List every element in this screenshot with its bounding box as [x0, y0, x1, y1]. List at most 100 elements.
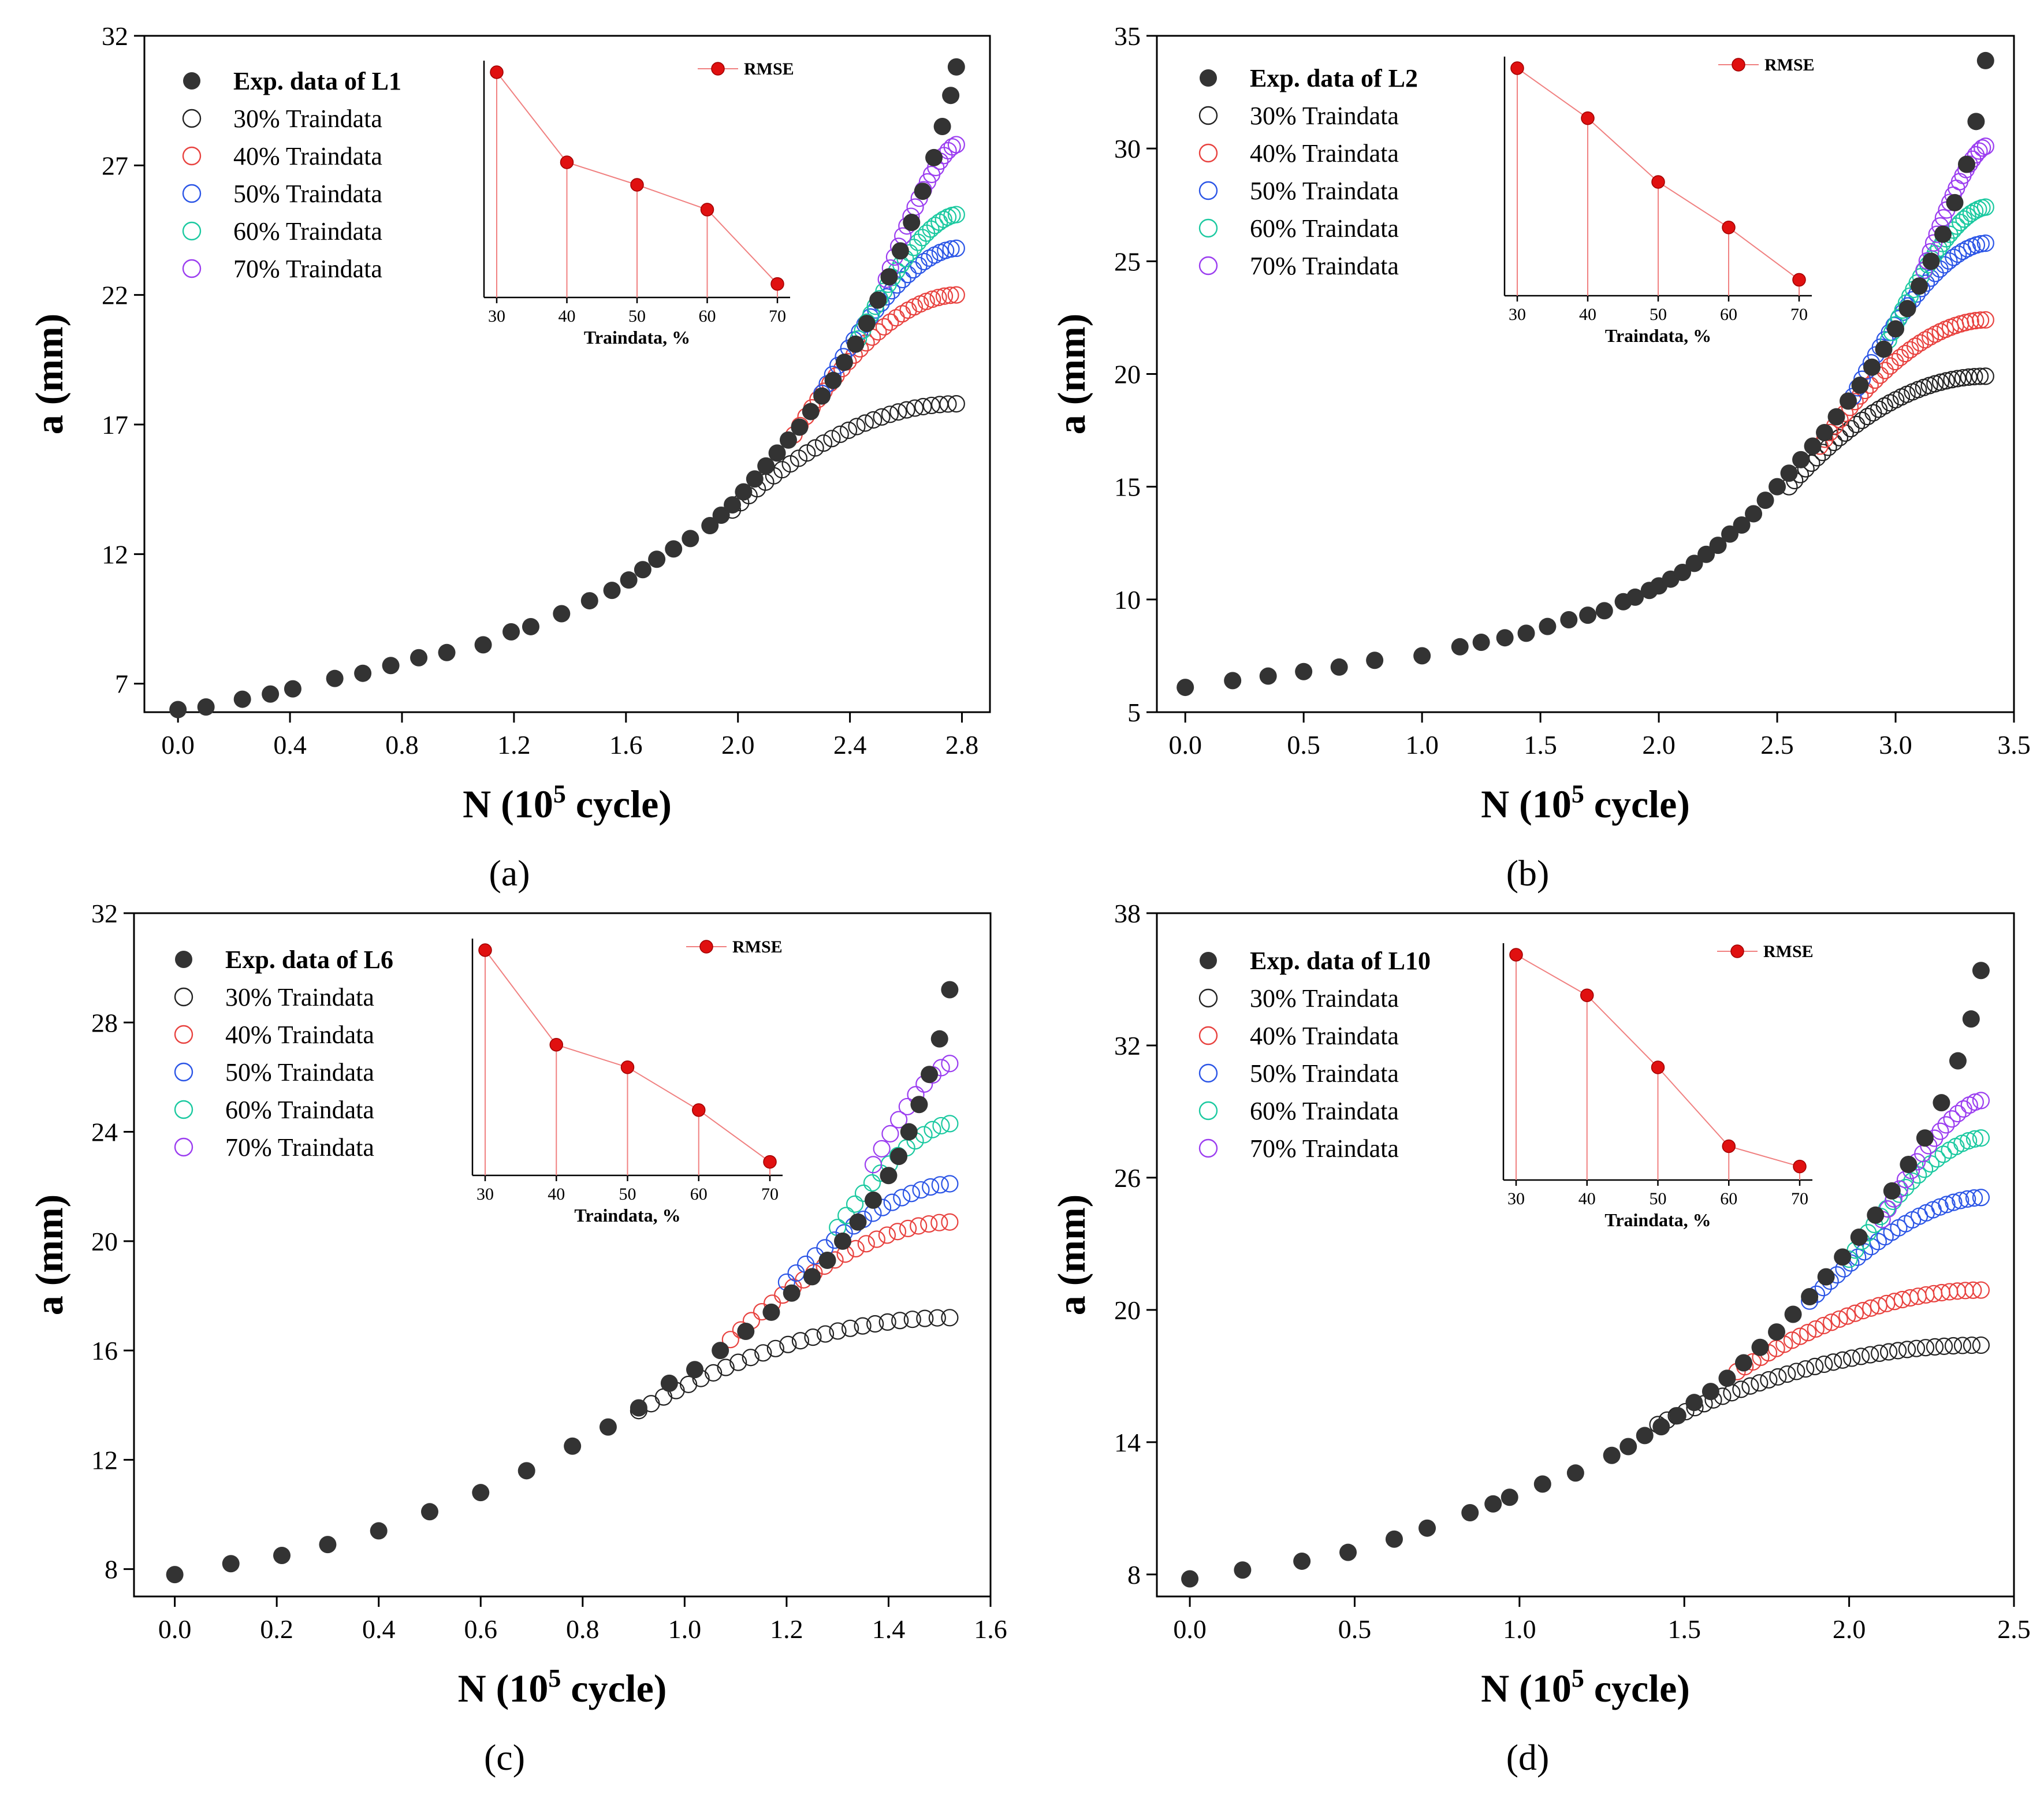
exp-point [930, 1030, 948, 1048]
exp-point [1669, 1407, 1686, 1425]
legend-marker [1198, 181, 1218, 200]
inset-rmse-point [1651, 1060, 1665, 1074]
exp-point [1685, 554, 1703, 572]
prediction-point [914, 397, 932, 416]
prediction-point [1822, 1313, 1841, 1331]
x-tick-label: 2.0 [721, 730, 755, 760]
inset-rmse-point [1722, 1139, 1736, 1153]
exp-point [169, 701, 187, 719]
prediction-point [841, 1319, 859, 1337]
exp-point [370, 1522, 388, 1540]
y-tick-label: 28 [91, 1008, 118, 1037]
prediction-point [1842, 420, 1860, 438]
rmse-legend-marker [711, 62, 725, 76]
x-tick-label: 0.8 [566, 1614, 600, 1644]
prediction-point [1864, 404, 1882, 422]
x-tick-label: 2.8 [945, 730, 979, 760]
prediction-point [1881, 357, 1899, 375]
plot-frame [1156, 912, 2015, 1598]
prediction-point [868, 1230, 885, 1248]
rmse-inset: 30 40 50 60 70 Traindata, % RMSE [483, 59, 794, 348]
prediction-point [1889, 1342, 1907, 1360]
series-3 [777, 1175, 959, 1291]
x-tick-label: 2.0 [1833, 1614, 1866, 1644]
prediction-point [1963, 1336, 1981, 1354]
exp-point [630, 1399, 647, 1417]
prediction-point [1854, 1302, 1872, 1320]
chart-d-svg: 0.0 0.5 1.0 1.5 2.0 2.5 8 14 20 26 32 38 N (105 cycl… [1049, 899, 2031, 1778]
prediction-point [902, 1185, 921, 1203]
legend-label: 70% Traindata [233, 255, 382, 283]
exp-point [1652, 1418, 1670, 1436]
exp-point [1451, 638, 1469, 656]
inset-rmse-point [770, 277, 784, 291]
inset-tick-label: 40 [559, 307, 576, 326]
prediction-point [898, 401, 915, 419]
prediction-point [754, 1344, 772, 1362]
prediction-point [931, 1176, 949, 1194]
prediction-point [1916, 331, 1934, 349]
exp-point [1887, 320, 1905, 338]
prediction-point [1937, 1116, 1955, 1134]
exp-point [1875, 340, 1893, 358]
exp-point [474, 636, 492, 654]
inset-tick-label: 60 [1720, 1189, 1737, 1208]
exp-point [1827, 408, 1845, 426]
legend-label: 50% Traindata [225, 1058, 374, 1086]
legend-label: 60% Traindata [225, 1096, 374, 1124]
exp-point [1418, 1519, 1436, 1537]
prediction-point [1935, 1337, 1953, 1355]
prediction-point [1952, 1192, 1969, 1209]
inset-tick-label: 70 [761, 1185, 779, 1204]
y-tick-label: 26 [1114, 1163, 1141, 1193]
exp-point [903, 214, 921, 232]
prediction-point [806, 439, 824, 457]
legend-label: Exp. data of L2 [1250, 64, 1418, 92]
y-tick-label: 32 [91, 899, 118, 928]
inset-tick-label: 30 [476, 1185, 494, 1204]
prediction-point [924, 1121, 941, 1138]
inset-tick-label: 70 [1790, 305, 1808, 324]
exp-point [1697, 545, 1715, 563]
exp-series [169, 58, 965, 719]
x-tick-label: 0.2 [260, 1614, 293, 1644]
x-tick-label: 1.0 [1405, 730, 1439, 760]
prediction-point [791, 1332, 810, 1350]
prediction-point [1741, 1377, 1759, 1395]
y-tick-label: 35 [1114, 21, 1141, 51]
prediction-point [1751, 1374, 1769, 1392]
x-tick-label: 0.0 [1168, 730, 1202, 760]
x-tick-label: 0.5 [1338, 1614, 1372, 1644]
exp-point [1484, 1495, 1502, 1513]
panel-caption: (a) [489, 853, 530, 894]
panel-caption: (c) [484, 1737, 525, 1778]
prediction-point [790, 449, 808, 467]
x-tick-label: 1.4 [872, 1614, 906, 1644]
exp-point [1579, 606, 1597, 624]
prediction-point [1806, 1357, 1824, 1376]
legend-label: 40% Traindata [225, 1021, 374, 1049]
prediction-point [939, 395, 957, 413]
exp-point [472, 1484, 490, 1502]
exp-point [1801, 1288, 1819, 1306]
prediction-point [941, 1309, 959, 1327]
prediction-point [866, 1315, 884, 1333]
y-axis-title: a (mm) [27, 1194, 71, 1316]
exp-point [665, 540, 683, 558]
inset-tick-label: 40 [1578, 1189, 1596, 1208]
exp-point [1636, 1427, 1654, 1445]
y-tick-label: 8 [1127, 1560, 1141, 1590]
exp-point [712, 1342, 729, 1360]
exp-point [1181, 1570, 1199, 1588]
exp-point [803, 1268, 821, 1286]
prediction-point [1911, 334, 1929, 352]
x-tick-label: 1.6 [974, 1614, 1007, 1644]
prediction-point [831, 425, 849, 444]
legend-marker [1198, 1026, 1218, 1045]
prediction-point [864, 1156, 883, 1174]
chart-b-svg: 0.0 0.5 1.0 1.5 2.0 2.5 3.0 3.5 5 10 15 20 25 30 35 N (… [1049, 21, 2031, 894]
y-axis-title: a (mm) [1049, 314, 1093, 435]
exp-point [858, 315, 876, 333]
exp-point [942, 87, 960, 105]
y-tick-label: 5 [1127, 698, 1141, 727]
